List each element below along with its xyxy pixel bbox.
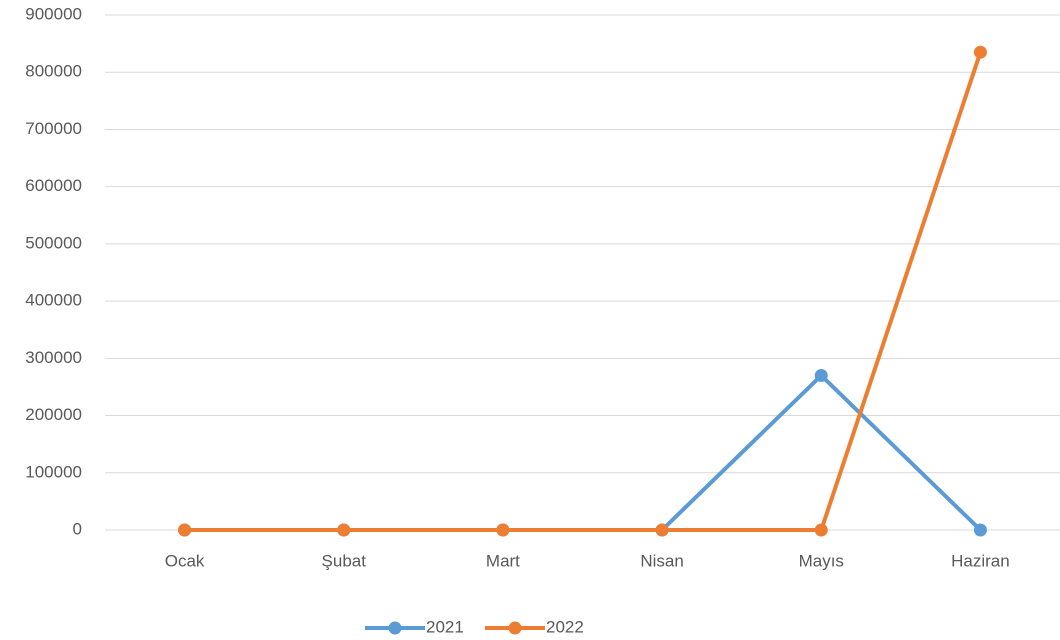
data-point <box>814 369 828 382</box>
series-line <box>184 51 983 532</box>
x-tick-label: Mart <box>486 551 520 570</box>
y-tick-label: 500000 <box>25 233 82 252</box>
series-line <box>184 373 982 532</box>
y-tick-label: 900000 <box>25 4 82 23</box>
data-point <box>178 523 192 537</box>
y-tick-label: 100000 <box>25 462 82 481</box>
data-point <box>973 45 987 59</box>
y-tick-label: 700000 <box>25 119 82 138</box>
data-point <box>973 523 987 537</box>
y-tick-label: 800000 <box>25 62 82 81</box>
x-tick-label: Mayıs <box>799 551 844 570</box>
y-tick-label: 0 <box>73 519 82 538</box>
y-tick-label: 600000 <box>25 176 82 195</box>
legend-label: 2022 <box>546 617 584 636</box>
y-tick-label: 400000 <box>25 291 82 310</box>
legend-marker <box>388 621 402 635</box>
legend-label: 2021 <box>426 617 464 636</box>
data-point <box>496 523 510 537</box>
x-tick-label: Haziran <box>951 551 1010 570</box>
data-point <box>337 523 351 537</box>
y-tick-label: 200000 <box>25 405 82 424</box>
x-tick-label: Nisan <box>640 551 683 570</box>
legend-marker <box>508 621 522 635</box>
x-tick-label: Ocak <box>165 551 205 570</box>
y-tick-label: 300000 <box>25 348 82 367</box>
data-point <box>814 523 828 537</box>
x-tick-label: Şubat <box>322 551 367 570</box>
data-point <box>655 523 669 537</box>
